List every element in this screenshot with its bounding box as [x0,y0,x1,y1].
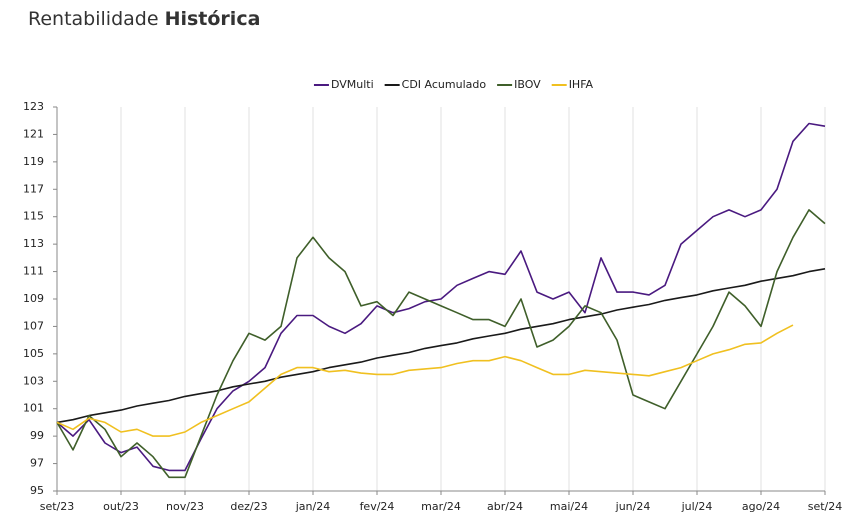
chart-title: Rentabilidade Histórica [28,8,260,30]
x-tick-label: mai/24 [550,500,588,513]
x-tick-label: jun/24 [615,500,651,513]
y-tick-label: 107 [23,319,44,332]
y-tick-label: 113 [23,237,44,250]
x-tick-label: set/23 [40,500,75,513]
y-tick-label: 101 [23,402,44,415]
series-line [56,324,794,437]
x-tick-label: set/24 [808,500,843,513]
y-tick-label: 97 [30,457,44,470]
x-tick-label: nov/23 [166,500,204,513]
y-tick-label: 109 [23,292,44,305]
x-tick-label: fev/24 [360,500,395,513]
title-text: Rentabilidade [28,8,159,30]
title-emphasis: Histórica [165,8,261,30]
legend-label: IBOV [514,78,541,91]
y-tick-label: 115 [23,210,44,223]
y-tick-label: 121 [23,127,44,140]
x-tick-label: dez/23 [230,500,267,513]
x-tick-label: ago/24 [742,500,780,513]
x-tick-label: mar/24 [421,500,461,513]
x-tick-label: abr/24 [487,500,523,513]
x-tick-label: jan/24 [295,500,330,513]
series-line [56,209,826,479]
y-tick-label: 111 [23,265,44,278]
legend-label: CDI Acumulado [402,78,487,91]
y-tick-label: 103 [23,374,44,387]
y-tick-label: 117 [23,182,44,195]
y-tick-label: 95 [30,484,44,497]
y-tick-label: 99 [30,429,44,442]
y-tick-label: 105 [23,347,44,360]
legend-label: DVMulti [331,78,374,91]
series-line [56,268,826,424]
y-tick-label: 123 [23,100,44,113]
x-tick-label: out/23 [103,500,139,513]
series-line [56,122,826,472]
legend-label: IHFA [569,78,594,91]
x-tick-label: jul/24 [681,500,713,513]
y-tick-label: 119 [23,155,44,168]
